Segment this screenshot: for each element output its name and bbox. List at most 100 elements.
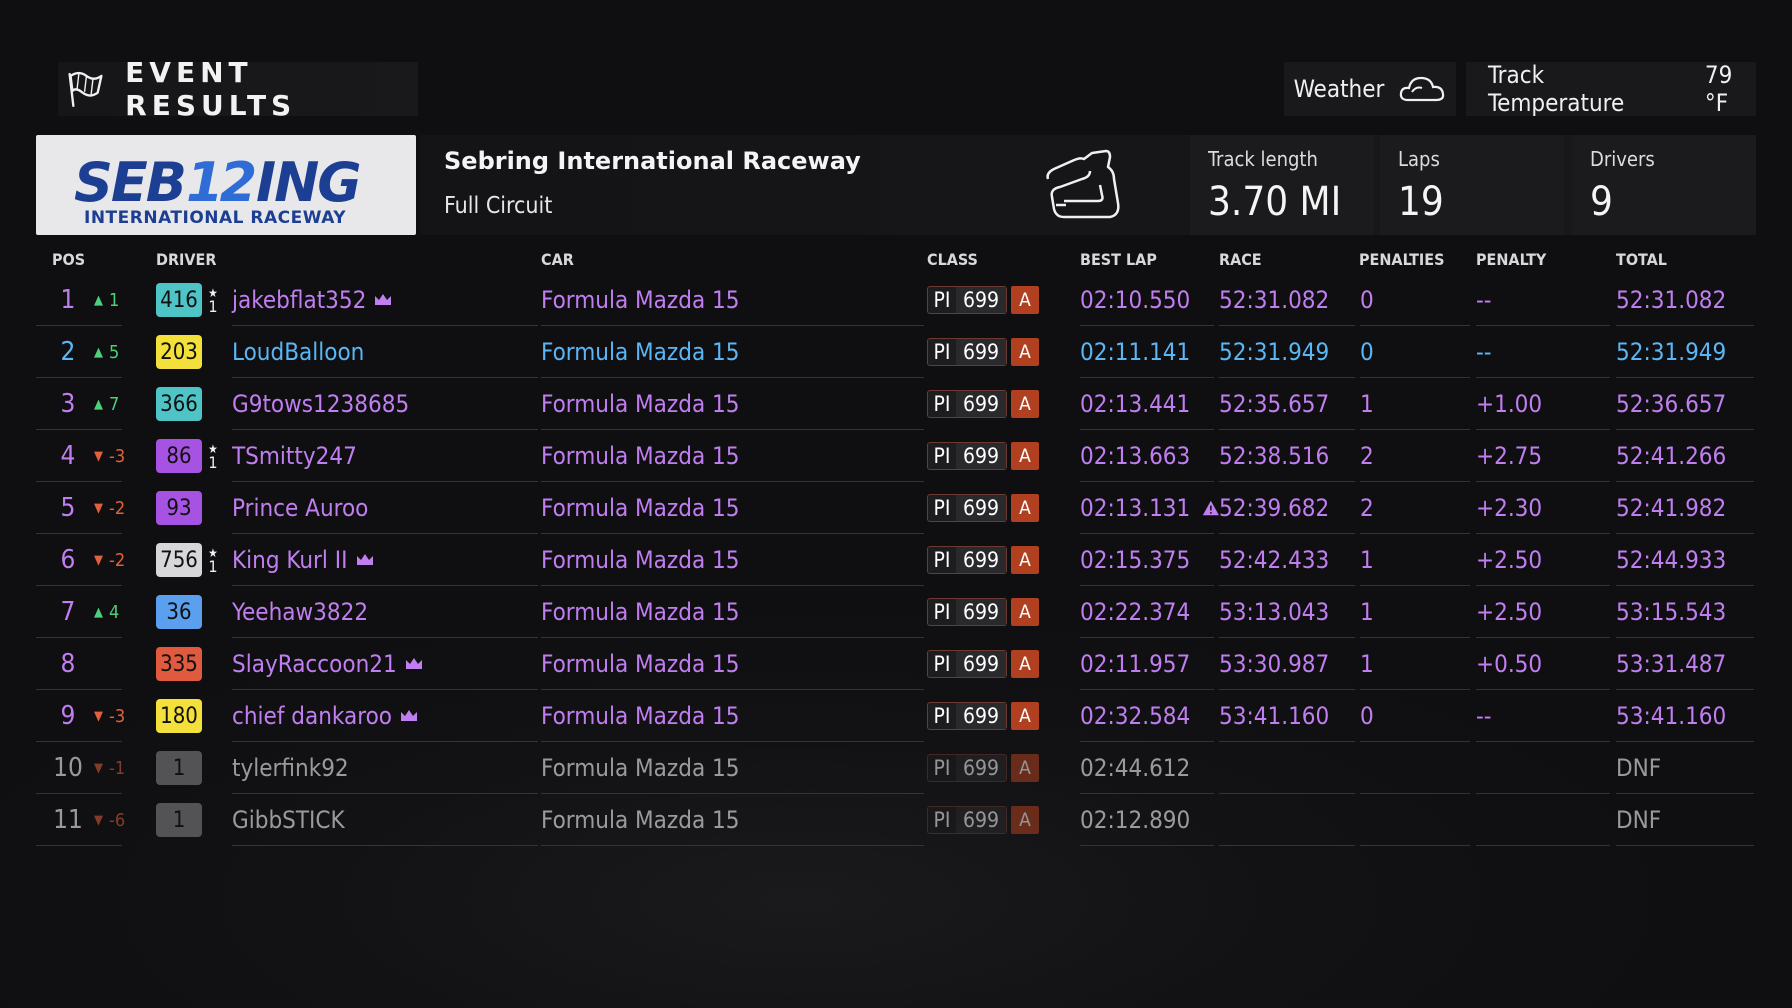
track-temperature-label: Track Temperature [1488,61,1625,117]
position-change: ▲ 5 [94,326,154,378]
race-time: 53:41.160 [1219,702,1330,730]
total-time: 52:44.933 [1616,546,1727,574]
table-row[interactable]: 5 ▼ -2 93 Prince Auroo Formula Mazda 15 PI 699 A… [36,482,1756,534]
table-row[interactable]: 4 ▼ -3 86 ★ 1 TSmitty247 Formula Mazda 15 PI 699 A… [36,430,1756,482]
class-badge: PI 699 A [927,805,1039,835]
best-lap: 02:32.584 [1080,690,1220,742]
driver-name-cell[interactable]: Prince Auroo [232,482,532,534]
checkered-flag-icon [68,71,103,107]
race-time: 52:42.433 [1219,546,1330,574]
penalty-time: +0.50 [1476,650,1543,678]
driver-name-cell[interactable]: chief dankaroo [232,690,532,742]
driver-rank-badge: 1 [156,803,202,837]
driver-name-cell[interactable]: G9tows1238685 [232,378,532,430]
position-change: ▼ -2 [94,482,154,534]
row-divider [1080,533,1214,534]
best-lap-value: 02:13.663 [1080,442,1191,470]
event-results-header: EVENT RESULTS [58,56,418,122]
column-header-best-lap: BEST LAP [1080,250,1157,269]
table-row[interactable]: 9 ▼ -3 180 chief dankaroo Formula Mazda 15 PI 6… [36,690,1756,742]
column-header-race: RACE [1219,250,1262,269]
pi-badge: PI 699 [927,494,1007,522]
table-row[interactable]: 11 ▼ -6 1 GibbSTICK Formula Mazda 15 PI 699 A 02:… [36,794,1756,846]
row-divider [1476,845,1610,846]
track-map-icon [1046,149,1120,219]
row-divider [1080,689,1214,690]
table-row[interactable]: 3 ▲ 7 366 G9tows1238685 Formula Mazda 15 PI 699… [36,378,1756,430]
row-divider [36,377,122,378]
star-count: 1 [208,453,218,472]
pi-value: 699 [956,339,1006,365]
total-time: 52:31.082 [1616,286,1727,314]
best-lap: 02:13.441 [1080,378,1220,430]
row-divider [1360,689,1470,690]
position: 7 [60,597,76,627]
driver-name-cell[interactable]: Yeehaw3822 [232,586,532,638]
best-lap-value: 02:10.550 [1080,286,1191,314]
row-divider [541,585,924,586]
svg-text:12: 12 [186,151,255,214]
track-logo: SEB 12 ING INTERNATIONAL RACEWAY [36,135,416,235]
pi-value: 699 [956,651,1006,677]
track-info-panel: Sebring International Raceway Full Circu… [420,135,1756,235]
row-divider [1080,845,1214,846]
row-divider [1616,429,1754,430]
class-badge: PI 699 A [927,493,1039,523]
row-divider [1219,325,1355,326]
row-divider [1219,845,1355,846]
table-row[interactable]: 2 ▲ 5 203 LoudBalloon Formula Mazda 15 PI 699 A 0… [36,326,1756,378]
row-divider [1080,481,1214,482]
pi-label: PI [933,808,951,832]
best-lap: 02:10.550 [1080,274,1220,326]
pi-value: 699 [956,391,1006,417]
star-icon: ★ [208,286,218,300]
driver-name: chief dankaroo [232,702,392,730]
position: 1 [60,285,76,315]
penalty-count: 1 [1360,390,1374,418]
table-row[interactable]: 7 ▲ 4 36 Yeehaw3822 Formula Mazda 15 PI 699 A 02:… [36,586,1756,638]
row-divider [1360,481,1470,482]
race-time: 52:31.949 [1219,338,1330,366]
row-divider [1219,585,1355,586]
pi-label: PI [933,340,951,364]
best-lap: 02:15.375 [1080,534,1220,586]
car-name: Formula Mazda 15 [541,702,740,730]
total-time: DNF [1616,806,1662,834]
driver-name-cell[interactable]: SlayRaccoon21 [232,638,532,690]
row-divider [1219,377,1355,378]
driver-name-cell[interactable]: King Kurl II [232,534,532,586]
penalty-time: +1.00 [1476,390,1543,418]
arrow-down-icon: ▼ [94,552,103,568]
pi-badge: PI 699 [927,806,1007,834]
driver-rank-badge: 756 [156,543,202,577]
position: 10 [53,753,83,783]
class-badge: PI 699 A [927,441,1039,471]
row-divider [1360,793,1470,794]
driver-name-cell[interactable]: LoudBalloon [232,326,532,378]
driver-name-cell[interactable]: GibbSTICK [232,794,532,846]
row-divider [1476,481,1610,482]
row-divider [232,845,538,846]
driver-name: jakebflat352 [232,286,367,314]
table-row[interactable]: 1 ▲ 1 416 ★ 1 jakebflat352 Formula Mazda 15 PI 69… [36,274,1756,326]
table-row[interactable]: 8 335 SlayRaccoon21 Formula Mazda 15 PI 699 A 0… [36,638,1756,690]
row-divider [232,585,538,586]
table-row[interactable]: 10 ▼ -1 1 tylerfink92 Formula Mazda 15 PI 699 A 0… [36,742,1756,794]
car-name: Formula Mazda 15 [541,442,740,470]
row-divider [541,637,924,638]
best-lap: 02:11.141 [1080,326,1220,378]
table-row[interactable]: 6 ▼ -2 756 ★ 1 King Kurl II Formula Mazda 15 PI 6… [36,534,1756,586]
driver-name-cell[interactable]: TSmitty247 [232,430,532,482]
driver-rank-badge: 180 [156,699,202,733]
cloud-icon [1400,76,1445,102]
driver-name-cell[interactable]: jakebflat352 [232,274,532,326]
stat-value: 9 [1590,179,1613,225]
penalty-time: +2.30 [1476,494,1543,522]
pi-badge: PI 699 [927,546,1007,574]
best-lap-value: 02:32.584 [1080,702,1191,730]
row-divider [1080,325,1214,326]
race-time [1219,794,1359,846]
track-temperature-value: 79 °F [1704,61,1733,117]
driver-name: LoudBalloon [232,338,365,366]
driver-name-cell[interactable]: tylerfink92 [232,742,532,794]
